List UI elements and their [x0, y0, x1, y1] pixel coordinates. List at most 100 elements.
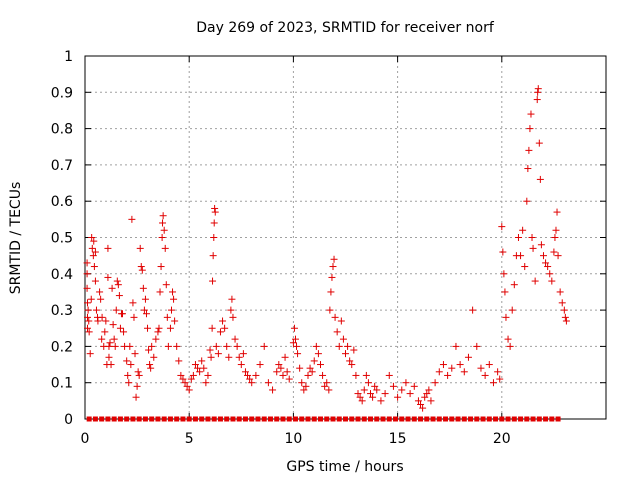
- zero-point-27: [255, 416, 261, 422]
- data-point-125: [228, 295, 236, 303]
- data-point-265: [556, 288, 564, 296]
- data-point-80: [159, 219, 167, 227]
- data-point-255: [539, 252, 547, 260]
- data-point-219: [469, 306, 477, 314]
- zero-point-51: [405, 416, 411, 422]
- data-point-45: [119, 310, 127, 318]
- data-point-160: [310, 357, 318, 365]
- data-point-54: [129, 299, 137, 307]
- zero-point-31: [280, 416, 286, 422]
- zero-point-11: [155, 416, 161, 422]
- zero-point-71: [530, 416, 536, 422]
- data-point-122: [223, 342, 231, 350]
- data-point-253: [536, 175, 544, 183]
- data-point-254: [537, 241, 545, 249]
- data-point-87: [166, 324, 174, 332]
- zero-point-37: [317, 416, 323, 422]
- data-point-71: [147, 364, 155, 372]
- data-point-12: [88, 244, 96, 252]
- data-point-232: [504, 335, 512, 343]
- data-point-142: [275, 361, 283, 369]
- data-point-82: [160, 226, 168, 234]
- data-point-214: [448, 364, 456, 372]
- data-point-244: [526, 125, 534, 133]
- data-point-128: [233, 342, 241, 350]
- data-point-257: [544, 263, 552, 271]
- data-point-58: [133, 382, 141, 390]
- data-point-172: [330, 255, 338, 263]
- data-point-88: [167, 306, 175, 314]
- data-point-151: [293, 342, 301, 350]
- x-tick-label-5: 5: [185, 431, 194, 447]
- data-point-149: [290, 324, 298, 332]
- data-point-144: [279, 371, 287, 379]
- data-point-201: [406, 390, 414, 398]
- zero-point-74: [549, 416, 555, 422]
- zero-point-60: [461, 416, 467, 422]
- zero-point-54: [424, 416, 430, 422]
- data-point-67: [142, 310, 150, 318]
- zero-point-49: [393, 416, 399, 422]
- data-point-119: [216, 328, 224, 336]
- data-point-251: [534, 85, 542, 93]
- data-point-173: [331, 313, 339, 321]
- data-point-154: [298, 379, 306, 387]
- zero-point-36: [311, 416, 317, 422]
- data-point-74: [152, 335, 160, 343]
- zero-point-20: [211, 416, 217, 422]
- data-point-29: [104, 273, 112, 281]
- data-point-91: [171, 317, 179, 325]
- data-point-64: [139, 284, 147, 292]
- data-point-113: [210, 234, 218, 241]
- data-point-131: [239, 350, 247, 358]
- data-point-78: [157, 263, 165, 271]
- data-point-140: [269, 386, 277, 394]
- data-point-121: [221, 324, 229, 332]
- data-point-81: [159, 212, 167, 220]
- data-point-109: [207, 353, 215, 361]
- zero-point-47: [380, 416, 386, 422]
- x-tick-label-10: 10: [284, 431, 302, 447]
- data-point-39: [112, 306, 120, 314]
- zero-point-53: [418, 416, 424, 422]
- zero-point-34: [299, 416, 305, 422]
- data-point-132: [241, 368, 249, 376]
- data-point-135: [248, 379, 256, 387]
- data-point-51: [126, 342, 134, 350]
- zero-point-66: [499, 416, 505, 422]
- data-point-220: [473, 342, 481, 350]
- data-point-60: [135, 371, 143, 379]
- data-point-89: [169, 288, 177, 296]
- data-point-167: [325, 386, 333, 394]
- data-point-189: [364, 379, 372, 387]
- data-point-43: [116, 324, 124, 332]
- data-point-11: [88, 234, 96, 241]
- data-point-22: [97, 295, 105, 303]
- data-point-50: [125, 379, 133, 387]
- data-point-212: [439, 361, 447, 369]
- y-tick-label-0.4: 0.4: [51, 267, 73, 283]
- data-point-256: [542, 259, 550, 267]
- data-point-103: [196, 368, 204, 376]
- zero-point-24: [236, 416, 242, 422]
- zero-point-45: [368, 416, 374, 422]
- data-point-209: [427, 397, 435, 405]
- data-point-48: [123, 357, 131, 365]
- zero-point-10: [149, 416, 155, 422]
- data-point-66: [141, 295, 149, 303]
- data-point-174: [333, 328, 341, 336]
- data-point-225: [494, 368, 502, 376]
- data-point-261: [551, 234, 559, 241]
- data-point-61: [136, 244, 144, 252]
- data-point-179: [344, 342, 352, 350]
- data-point-267: [560, 306, 568, 314]
- data-point-20: [94, 317, 102, 325]
- data-points: [83, 85, 570, 422]
- data-point-250: [534, 88, 542, 96]
- y-tick-label-0.2: 0.2: [51, 339, 73, 355]
- data-point-8: [85, 328, 93, 336]
- data-point-107: [204, 371, 212, 379]
- data-point-259: [548, 277, 556, 285]
- data-point-249: [533, 96, 541, 104]
- data-point-229: [500, 270, 508, 278]
